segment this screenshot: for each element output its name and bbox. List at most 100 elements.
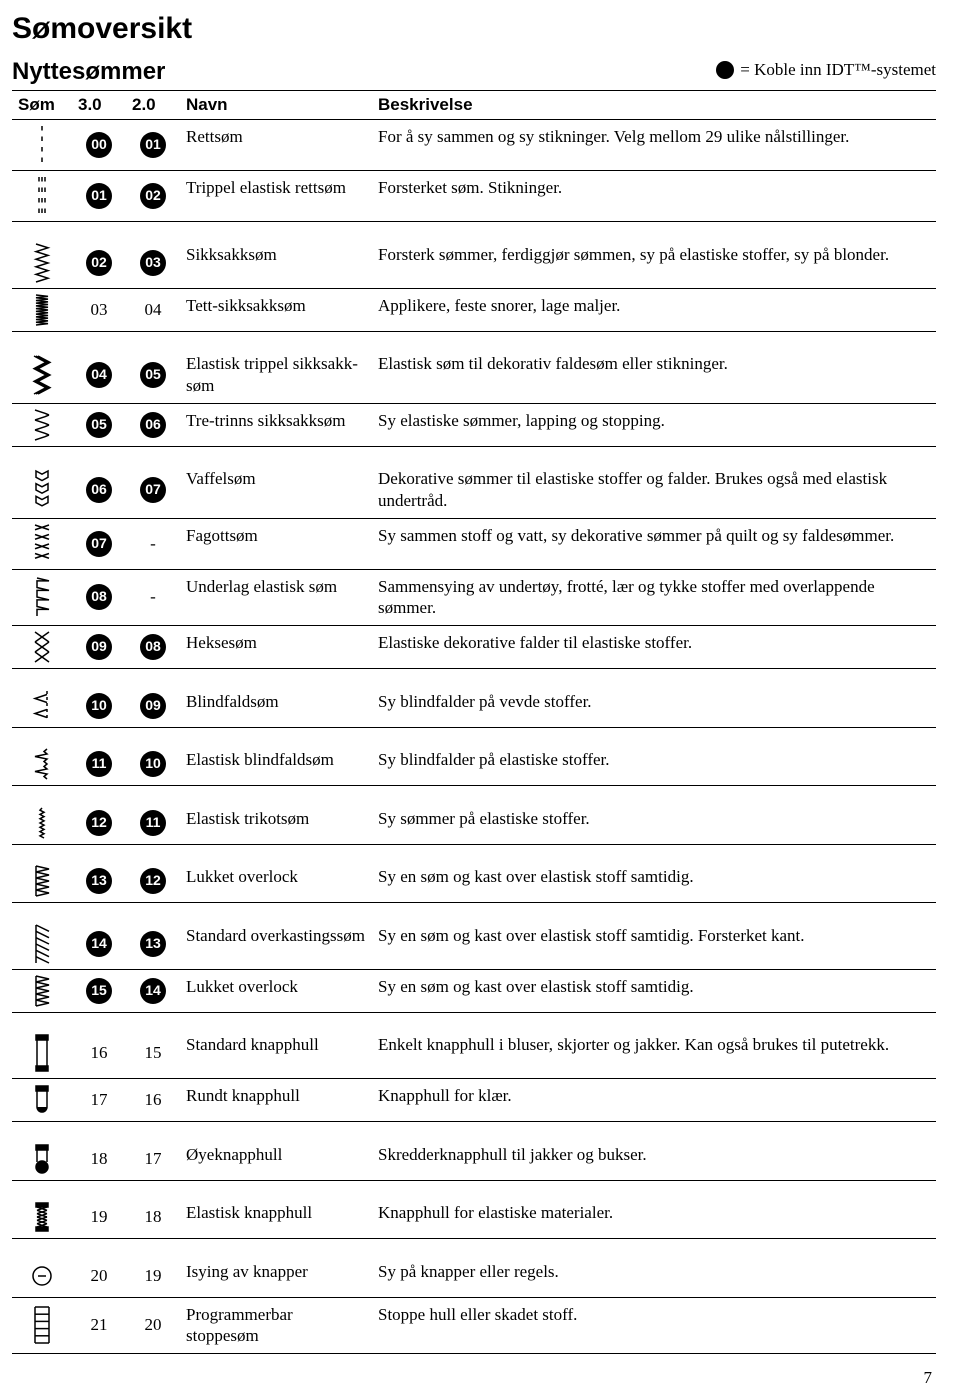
col-20-value: 11 xyxy=(126,802,180,845)
col-30-value: 07 xyxy=(72,518,126,569)
stitch-name: Programmerbar stoppesøm xyxy=(180,1297,372,1354)
table-group: 1211Elastisk trikotsømSy sømmer på elast… xyxy=(12,786,936,845)
table-group: 0001RettsømFor å sy sammen og sy stiknin… xyxy=(12,120,936,222)
col-30-value: 03 xyxy=(72,288,126,331)
stitch-name: Vaffelsøm xyxy=(180,462,372,518)
stitch-description: Sy sømmer på elastiske stoffer. xyxy=(372,802,936,845)
col-30-value: 01 xyxy=(72,171,126,222)
table-row: 0908HeksesømElastiske dekorative falder … xyxy=(12,626,936,669)
stitch-name: Isying av knapper xyxy=(180,1255,372,1298)
table-header-row: Søm 3.0 2.0 Navn Beskrivelse xyxy=(12,91,936,120)
col-30-value: 20 xyxy=(72,1255,126,1298)
stitch-icon xyxy=(12,1138,72,1181)
table-group: 0607VaffelsømDekorative sømmer til elast… xyxy=(12,446,936,669)
col-30-value: 16 xyxy=(72,1028,126,1079)
table-group: 2019Isying av knapperSy på knapper eller… xyxy=(12,1239,936,1354)
col-20-value: 13 xyxy=(126,919,180,970)
table-row: 0405Elastisk trippel sikksakk-sømElastis… xyxy=(12,347,936,403)
table-row: 08-Underlag elastisk sømSammensying av u… xyxy=(12,569,936,626)
col-20-value: 02 xyxy=(126,171,180,222)
col-20-value: 10 xyxy=(126,743,180,786)
table-group: 1009BlindfaldsømSy blindfalder på vevde … xyxy=(12,669,936,728)
filled-dot-icon xyxy=(716,61,734,79)
stitch-description: Elastisk søm til dekorativ faldesøm elle… xyxy=(372,347,936,403)
col-20-value: 12 xyxy=(126,860,180,903)
stitch-description: Elastiske dekorative falder til elastisk… xyxy=(372,626,936,669)
th-30: 3.0 xyxy=(72,91,126,120)
stitch-name: Elastisk trippel sikksakk-søm xyxy=(180,347,372,403)
col-20-value: 15 xyxy=(126,1028,180,1079)
page-subtitle: Nyttesømmer xyxy=(12,58,165,86)
stitch-name: Sikksakksøm xyxy=(180,238,372,289)
th-stitch: Søm xyxy=(12,91,72,120)
stitch-table: Søm 3.0 2.0 Navn Beskrivelse 0001Rettsøm… xyxy=(12,90,936,1354)
col-20-value: 07 xyxy=(126,462,180,518)
col-20-value: 16 xyxy=(126,1079,180,1122)
stitch-icon xyxy=(12,1028,72,1079)
table-row: 0102Trippel elastisk rettsømForsterket s… xyxy=(12,171,936,222)
col-20-value: 01 xyxy=(126,120,180,171)
stitch-name: Standard knapphull xyxy=(180,1028,372,1079)
stitch-icon xyxy=(12,860,72,903)
page-number: 7 xyxy=(12,1368,936,1388)
col-20-value: 14 xyxy=(126,969,180,1012)
table-row: 1615Standard knapphullEnkelt knapphull i… xyxy=(12,1028,936,1079)
col-30-value: 12 xyxy=(72,802,126,845)
table-row: 1413Standard overkastingssømSy en søm og… xyxy=(12,919,936,970)
stitch-description: Dekorative sømmer til elastiske stoffer … xyxy=(372,462,936,518)
stitch-description: Knapphull for klær. xyxy=(372,1079,936,1122)
stitch-name: Øyeknapphull xyxy=(180,1138,372,1181)
table-row: 1817ØyeknapphullSkredderknapphull til ja… xyxy=(12,1138,936,1181)
table-group: 0203SikksakksømForsterk sømmer, ferdiggj… xyxy=(12,222,936,332)
stitch-name: Trippel elastisk rettsøm xyxy=(180,171,372,222)
stitch-description: Sy blindfalder på elastiske stoffer. xyxy=(372,743,936,786)
stitch-name: Rettsøm xyxy=(180,120,372,171)
stitch-description: Forsterket søm. Stikninger. xyxy=(372,171,936,222)
stitch-name: Tett-sikksakksøm xyxy=(180,288,372,331)
table-row: 0001RettsømFor å sy sammen og sy stiknin… xyxy=(12,120,936,171)
col-30-value: 21 xyxy=(72,1297,126,1354)
stitch-description: Skredderknapphull til jakker og bukser. xyxy=(372,1138,936,1181)
table-row: 1211Elastisk trikotsømSy sømmer på elast… xyxy=(12,802,936,845)
stitch-icon xyxy=(12,462,72,518)
stitch-description: Forsterk sømmer, ferdiggjør sømmen, sy p… xyxy=(372,238,936,289)
stitch-description: Sy blindfalder på vevde stoffer. xyxy=(372,685,936,728)
table-row: 07-FagottsømSy sammen stoff og vatt, sy … xyxy=(12,518,936,569)
stitch-icon xyxy=(12,518,72,569)
stitch-icon xyxy=(12,919,72,970)
stitch-name: Lukket overlock xyxy=(180,860,372,903)
table-row: 0203SikksakksømForsterk sømmer, ferdiggj… xyxy=(12,238,936,289)
stitch-name: Rundt knapphull xyxy=(180,1079,372,1122)
stitch-description: Sy en søm og kast over elastisk stoff sa… xyxy=(372,969,936,1012)
stitch-icon xyxy=(12,1079,72,1122)
table-row: 1716Rundt knapphullKnapphull for klær. xyxy=(12,1079,936,1122)
col-20-value: 03 xyxy=(126,238,180,289)
col-20-value: 05 xyxy=(126,347,180,403)
col-30-value: 04 xyxy=(72,347,126,403)
page-title: Sømoversikt xyxy=(12,12,936,46)
col-30-value: 05 xyxy=(72,403,126,446)
stitch-name: Fagottsøm xyxy=(180,518,372,569)
stitch-icon xyxy=(12,238,72,289)
stitch-description: Knapphull for elastiske materialer. xyxy=(372,1196,936,1239)
stitch-icon xyxy=(12,969,72,1012)
stitch-name: Lukket overlock xyxy=(180,969,372,1012)
stitch-name: Elastisk knapphull xyxy=(180,1196,372,1239)
table-group: 0405Elastisk trippel sikksakk-sømElastis… xyxy=(12,331,936,446)
legend-text: = Koble inn IDT™-systemet xyxy=(740,60,936,80)
stitch-name: Elastisk trikotsøm xyxy=(180,802,372,845)
table-group: 1615Standard knapphullEnkelt knapphull i… xyxy=(12,1012,936,1122)
col-30-value: 00 xyxy=(72,120,126,171)
stitch-description: Applikere, feste snorer, lage maljer. xyxy=(372,288,936,331)
table-row: 2120Programmerbar stoppesømStoppe hull e… xyxy=(12,1297,936,1354)
stitch-icon xyxy=(12,171,72,222)
table-row: 1312Lukket overlockSy en søm og kast ove… xyxy=(12,860,936,903)
table-row: 2019Isying av knapperSy på knapper eller… xyxy=(12,1255,936,1298)
col-30-value: 10 xyxy=(72,685,126,728)
stitch-icon xyxy=(12,1255,72,1298)
col-20-value: 04 xyxy=(126,288,180,331)
col-20-value: 18 xyxy=(126,1196,180,1239)
col-20-value: 19 xyxy=(126,1255,180,1298)
col-30-value: 17 xyxy=(72,1079,126,1122)
col-30-value: 14 xyxy=(72,919,126,970)
